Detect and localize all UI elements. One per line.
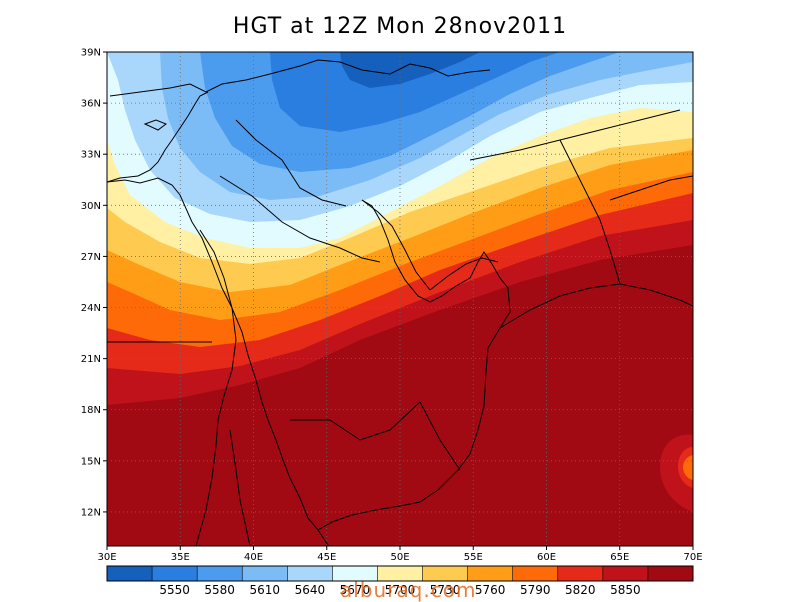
saudi-north-border	[219, 175, 381, 263]
levant-coast	[107, 91, 209, 183]
arabia-coast	[107, 177, 511, 531]
colorbar-swatch	[107, 566, 153, 581]
lon-tick-label: 35E	[171, 552, 190, 563]
iraq-border	[235, 119, 347, 207]
axis-ticks: 30E 35E 40E 45E 50E 55E 60E 65E 70E 12N 15N 18N 21N 2…	[81, 48, 703, 564]
lat-tick-label: 12N	[81, 507, 101, 518]
cell-5760	[683, 455, 693, 480]
colorbar-swatch	[287, 566, 333, 581]
lat-tick-label: 27N	[81, 252, 101, 263]
colorbar-swatch	[557, 566, 604, 581]
colorbar-swatch	[602, 566, 649, 581]
anatolia-coast	[109, 59, 491, 97]
bab-el-mandeb	[317, 529, 330, 546]
colorbar-label: 5670	[340, 583, 371, 597]
colorbar-label: 5550	[159, 583, 190, 597]
map-title: HGT at 12Z Mon 28nov2011	[232, 14, 568, 39]
saudi-yemen-border	[290, 401, 421, 441]
lat-tick-label: 18N	[81, 405, 101, 416]
band-5490	[340, 52, 480, 88]
lat-tick-label: 15N	[81, 456, 101, 467]
colorbar-swatch	[152, 566, 198, 581]
band-5520	[270, 52, 560, 132]
lon-tick-label: 60E	[537, 552, 556, 563]
colorbar-swatch	[197, 566, 243, 581]
lat-tick-label: 39N	[81, 48, 101, 59]
lon-tick-label: 55E	[464, 552, 483, 563]
hormuz	[429, 257, 499, 291]
yemen-oman-border	[419, 401, 461, 471]
colorbar-label: 5610	[249, 583, 280, 597]
lat-tick-label: 36N	[81, 99, 101, 110]
colorbar-swatch	[467, 566, 514, 581]
colorbar: 5550 5580 5610 5640 5670 5700 5730 5760 5790 5820…	[106, 565, 694, 597]
lon-tick-label: 65E	[610, 552, 629, 563]
cyprus	[143, 119, 168, 131]
colorbar-swatch	[332, 566, 378, 581]
colorbar-label: 5700	[385, 583, 416, 597]
lat-tick-label: 24N	[81, 303, 101, 314]
ethiopia-border	[229, 429, 251, 546]
colorbar-label: 5730	[430, 583, 461, 597]
colorbar-swatch	[377, 566, 424, 581]
iran-gulf-coast	[361, 199, 431, 291]
watermark: alburaq.com	[340, 578, 477, 602]
lon-tick-label: 45E	[317, 552, 336, 563]
colorbar-label: 5640	[295, 583, 326, 597]
lon-tick-label: 50E	[390, 552, 409, 563]
lat-tick-label: 21N	[81, 354, 101, 365]
afghan-pak-border	[609, 175, 693, 201]
lat-tick-label: 30N	[81, 201, 101, 212]
coastlines-borders	[107, 59, 693, 546]
colorbar-swatch	[647, 566, 694, 581]
colorbar-label: 5850	[610, 583, 641, 597]
colorbar-label: 5760	[475, 583, 506, 597]
colorbar-swatch	[512, 566, 559, 581]
lon-tick-label: 70E	[683, 552, 702, 563]
lon-tick-label: 40E	[244, 552, 263, 563]
iran-north-border	[469, 109, 681, 161]
colorbar-frame	[106, 565, 694, 582]
colorbar-swatch	[422, 566, 469, 581]
height-field	[107, 52, 693, 546]
lon-tick-label: 30E	[97, 552, 116, 563]
colorbar-label: 5580	[204, 583, 235, 597]
lat-lon-grid	[107, 52, 693, 546]
lat-tick-label: 33N	[81, 150, 101, 161]
colorbar-label: 5790	[520, 583, 551, 597]
colorbar-swatch	[242, 566, 288, 581]
africa-coast	[195, 229, 237, 546]
iran-afghan-border	[559, 139, 621, 285]
colorbar-label: 5820	[565, 583, 596, 597]
makran-coast	[499, 283, 693, 329]
